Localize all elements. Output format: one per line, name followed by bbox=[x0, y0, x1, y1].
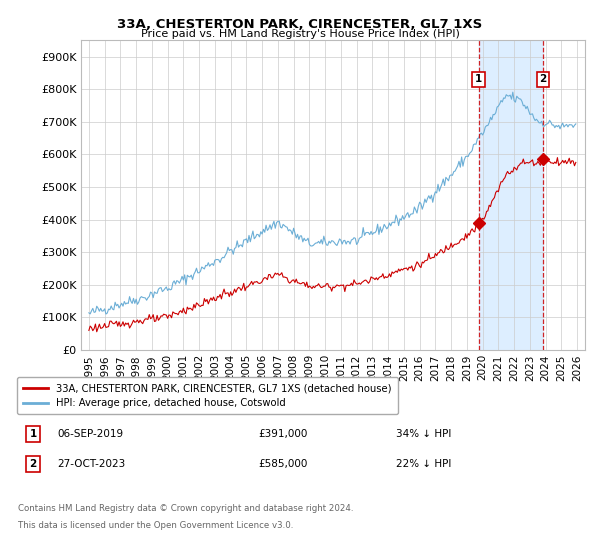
Text: 22% ↓ HPI: 22% ↓ HPI bbox=[396, 459, 451, 469]
Text: 1: 1 bbox=[475, 74, 482, 85]
Text: 2: 2 bbox=[29, 459, 37, 469]
Text: 33A, CHESTERTON PARK, CIRENCESTER, GL7 1XS: 33A, CHESTERTON PARK, CIRENCESTER, GL7 1… bbox=[118, 18, 482, 31]
Text: Contains HM Land Registry data © Crown copyright and database right 2024.: Contains HM Land Registry data © Crown c… bbox=[18, 504, 353, 513]
Text: 06-SEP-2019: 06-SEP-2019 bbox=[57, 429, 123, 439]
Bar bbox=[479, 40, 543, 350]
Text: 1: 1 bbox=[29, 429, 37, 439]
Text: £391,000: £391,000 bbox=[258, 429, 307, 439]
Text: This data is licensed under the Open Government Licence v3.0.: This data is licensed under the Open Gov… bbox=[18, 521, 293, 530]
Text: Price paid vs. HM Land Registry's House Price Index (HPI): Price paid vs. HM Land Registry's House … bbox=[140, 29, 460, 39]
Text: 34% ↓ HPI: 34% ↓ HPI bbox=[396, 429, 451, 439]
Text: 27-OCT-2023: 27-OCT-2023 bbox=[57, 459, 125, 469]
Text: £585,000: £585,000 bbox=[258, 459, 307, 469]
Legend: 33A, CHESTERTON PARK, CIRENCESTER, GL7 1XS (detached house), HPI: Average price,: 33A, CHESTERTON PARK, CIRENCESTER, GL7 1… bbox=[17, 377, 398, 414]
Text: 2: 2 bbox=[539, 74, 547, 85]
